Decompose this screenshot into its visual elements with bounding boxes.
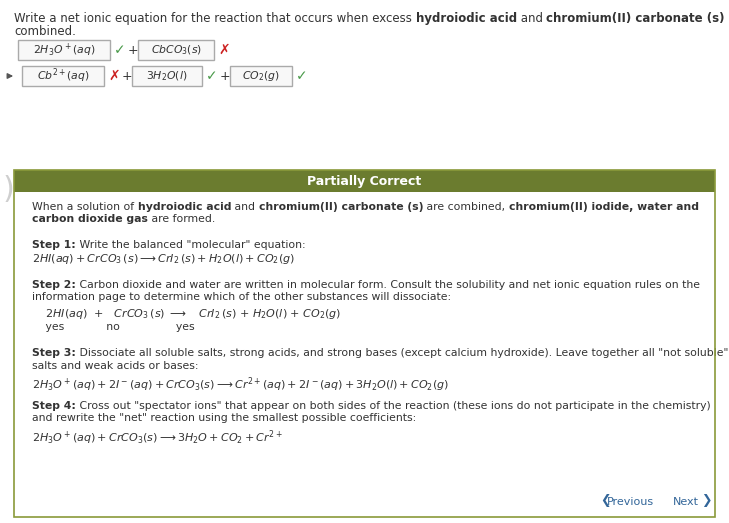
Text: and rewrite the "net" reaction using the smallest possible coefficients:: and rewrite the "net" reaction using the… [32,413,416,423]
Text: ❯: ❯ [701,494,712,507]
Text: ✓: ✓ [114,43,125,57]
Text: ✓: ✓ [296,69,308,83]
Text: carbon dioxide gas: carbon dioxide gas [32,214,148,224]
Bar [22,66,104,86]
Text: chromium(II) iodide, water and: chromium(II) iodide, water and [509,202,699,212]
Text: chromium(II) carbonate (s): chromium(II) carbonate (s) [259,202,423,212]
Text: $2HI(aq) + CrCO_3\,(s) \longrightarrow CrI_2\,(s) + H_2O(l) + CO_2(g)$: $2HI(aq) + CrCO_3\,(s) \longrightarrow C… [32,252,295,266]
Text: ✗: ✗ [108,69,120,83]
Text: ✓: ✓ [206,69,218,83]
Bar [138,40,214,60]
Text: +: + [128,43,139,56]
Bar [132,66,202,86]
Text: $2H_3O^+(aq) + 2I^-(aq) + CrCO_3(s) \longrightarrow Cr^{2+}(aq) + 2I^-(aq) + 3H_: $2H_3O^+(aq) + 2I^-(aq) + CrCO_3(s) \lon… [32,376,449,394]
Text: $2HI(aq)$  +   $CrCO_3\,(s)$ $\longrightarrow$   $CrI_2\,(s)$ + $H_2O(l)$ + $CO_: $2HI(aq)$ + $CrCO_3\,(s)$ $\longrightarr… [42,307,341,321]
Text: Previous: Previous [607,497,654,507]
Text: Next: Next [673,497,699,507]
Bar [14,192,715,517]
Text: combined.: combined. [14,25,76,38]
Text: $CO_2(g)$: $CO_2(g)$ [242,69,280,83]
Text: +: + [122,70,133,83]
Text: Write the balanced "molecular" equation:: Write the balanced "molecular" equation: [76,240,305,249]
Text: information page to determine which of the other substances will dissociate:: information page to determine which of t… [32,292,451,302]
Text: $2H_3O^+(aq) + CrCO_3(s) \longrightarrow 3H_2O + CO_2 + Cr^{2+}$: $2H_3O^+(aq) + CrCO_3(s) \longrightarrow… [32,428,283,447]
Bar [14,170,715,517]
Text: and: and [231,202,259,212]
Text: and: and [517,12,547,25]
Text: Write a net ionic equation for the reaction that occurs when excess: Write a net ionic equation for the react… [14,12,416,25]
Text: are combined,: are combined, [423,202,509,212]
Bar [18,40,110,60]
Bar [14,170,715,192]
Text: salts and weak acids or bases:: salts and weak acids or bases: [32,361,198,371]
Text: $3H_2O(l)$: $3H_2O(l)$ [147,69,187,83]
Text: hydroiodic acid: hydroiodic acid [138,202,231,212]
Text: Dissociate all soluble salts, strong acids, and strong bases (except calcium hyd: Dissociate all soluble salts, strong aci… [76,348,728,358]
Text: ✗: ✗ [218,43,230,57]
Text: hydroiodic acid: hydroiodic acid [416,12,517,25]
Text: chromium(II) carbonate (s): chromium(II) carbonate (s) [547,12,725,25]
Text: yes            no                yes: yes no yes [42,322,195,332]
Text: $Cb^{2+}(aq)$: $Cb^{2+}(aq)$ [36,67,90,85]
Text: $CbCO_3(s)$: $CbCO_3(s)$ [150,43,201,57]
Text: are formed.: are formed. [148,214,215,224]
Text: ): ) [3,176,15,204]
Text: $2H_3O^+(aq)$: $2H_3O^+(aq)$ [33,41,95,59]
Text: Cross out "spectator ions" that appear on both sides of the reaction (these ions: Cross out "spectator ions" that appear o… [76,401,711,411]
Text: When a solution of: When a solution of [32,202,138,212]
Text: are: are [725,12,729,25]
Text: Step 2:: Step 2: [32,279,76,290]
Text: Partially Correct: Partially Correct [308,175,421,188]
Text: Step 4:: Step 4: [32,401,76,411]
Text: ❮: ❮ [600,494,610,507]
Text: +: + [220,70,230,83]
Bar [230,66,292,86]
Text: Step 1:: Step 1: [32,240,76,249]
Text: Carbon dioxide and water are written in molecular form. Consult the solubility a: Carbon dioxide and water are written in … [76,279,700,290]
Text: Step 3:: Step 3: [32,348,76,358]
